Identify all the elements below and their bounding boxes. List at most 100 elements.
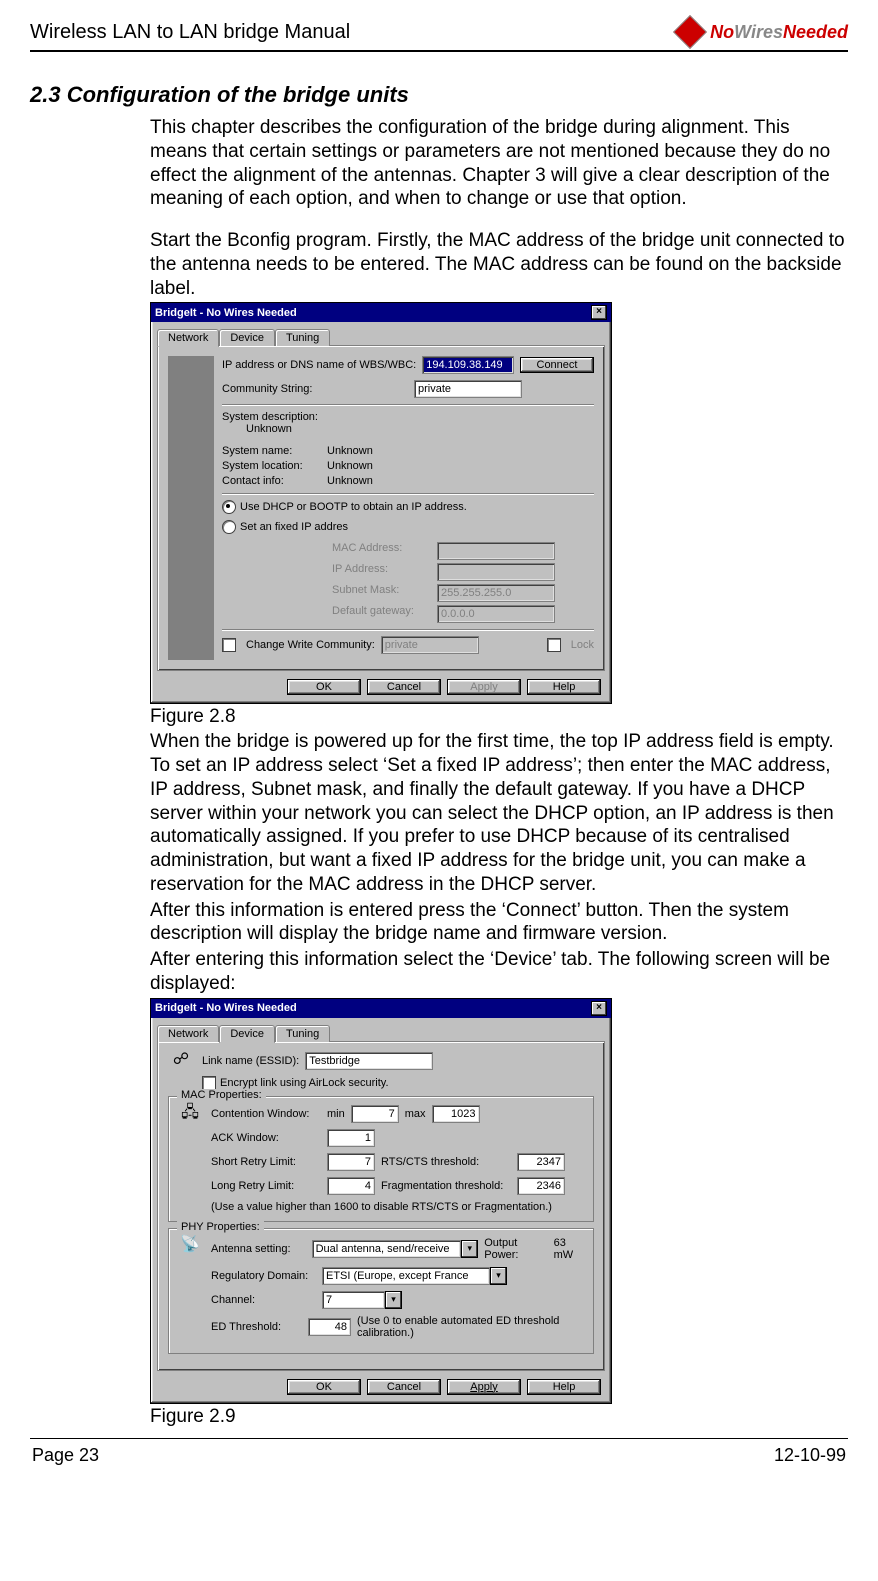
section-heading: 2.3 Configuration of the bridge units [30,82,848,108]
apply-button[interactable]: Apply [447,679,521,695]
community-field[interactable]: private [414,380,522,398]
tab-network-2[interactable]: Network [157,1025,219,1042]
check-writecommunity[interactable] [222,638,236,652]
close-icon[interactable]: × [591,305,607,320]
ed-note: (Use 0 to enable automated ED threshold … [357,1315,585,1339]
mac-field [437,542,555,560]
cw-max-field[interactable]: 1023 [432,1105,480,1123]
cw-min-field[interactable]: 7 [351,1105,399,1123]
logo-diamond-icon [673,15,707,49]
rts-field[interactable]: 2347 [517,1153,565,1171]
help-button[interactable]: Help [527,679,601,695]
frag-label: Fragmentation threshold: [381,1180,511,1192]
mac-label: MAC Address: [332,542,427,560]
frag-field[interactable]: 2346 [517,1177,565,1195]
ed-label: ED Threshold: [211,1321,302,1333]
apply-button-2[interactable]: Apply [447,1379,521,1395]
ip-dns-field[interactable]: 194.109.38.149 [422,356,514,374]
antenna-value: Dual antenna, send/receive diversity. [312,1240,462,1258]
channel-value: 7 [322,1291,385,1309]
chevron-down-icon[interactable]: ▾ [461,1240,478,1258]
community-label: Community String: [222,383,408,395]
ipaddr-label: IP Address: [332,563,427,581]
window-title-2: BridgeIt - No Wires Needed [155,1002,297,1014]
top-rule [30,50,848,52]
tab-tuning-2[interactable]: Tuning [275,1025,330,1042]
writecommunity-label: Change Write Community: [246,639,375,651]
essid-field[interactable]: Testbridge [305,1052,433,1070]
help-button-2[interactable]: Help [527,1379,601,1395]
doc-title: Wireless LAN to LAN bridge Manual [30,21,350,44]
channel-dropdown[interactable]: 7▾ [322,1291,402,1309]
writecommunity-field: private [381,636,479,654]
radio-dhcp-label: Use DHCP or BOOTP to obtain an IP addres… [240,501,467,513]
cancel-button[interactable]: Cancel [367,679,441,695]
antenna-label: Antenna setting: [211,1243,306,1255]
logo-no: No [710,22,734,42]
tab-device-2[interactable]: Device [219,1025,275,1043]
ed-field[interactable]: 48 [308,1318,351,1336]
sysloc-value: Unknown [327,460,373,472]
radio-fixed[interactable] [222,520,236,534]
link-icon: ☍ [168,1052,194,1068]
bottom-rule [30,1438,848,1439]
channel-label: Channel: [211,1294,316,1306]
page-number: Page 23 [32,1445,99,1466]
ack-label: ACK Window: [211,1132,321,1144]
radio-fixed-label: Set an fixed IP addres [240,521,348,533]
para-1: This chapter describes the configuration… [150,116,848,211]
antenna-dropdown[interactable]: Dual antenna, send/receive diversity.▾ [312,1240,479,1258]
gateway-label: Default gateway: [332,605,427,623]
ok-button-2[interactable]: OK [287,1379,361,1395]
ack-field[interactable]: 1 [327,1129,375,1147]
para-4: After this information is entered press … [150,899,848,947]
logo-needed: Needed [783,22,848,42]
ip-dns-label: IP address or DNS name of WBS/WBC: [222,359,416,371]
cancel-button-2[interactable]: Cancel [367,1379,441,1395]
connect-button[interactable]: Connect [520,357,594,373]
subnet-field: 255.255.255.0 [437,584,555,602]
sysloc-label: System location: [222,460,317,472]
window-title: BridgeIt - No Wires Needed [155,307,297,319]
regdomain-label: Regulatory Domain: [211,1270,316,1282]
essid-label: Link name (ESSID): [202,1055,299,1067]
mac-icon: 🖧 [177,1105,203,1213]
ok-button[interactable]: OK [287,679,361,695]
sysdesc-label: System description: [222,411,594,423]
para-5: After entering this information select t… [150,948,848,996]
dialog-device: BridgeIt - No Wires Needed × Network Dev… [150,998,612,1404]
ipaddr-field [437,563,555,581]
subnet-label: Subnet Mask: [332,584,427,602]
radio-dhcp[interactable] [222,500,236,514]
chevron-down-icon[interactable]: ▾ [385,1291,402,1309]
tab-network[interactable]: Network [157,329,219,347]
figure-2-9-caption: Figure 2.9 [150,1406,848,1428]
contact-label: Contact info: [222,475,317,487]
encrypt-label: Encrypt link using AirLock security. [220,1076,389,1088]
close-icon-2[interactable]: × [591,1001,607,1016]
check-lock[interactable] [547,638,561,652]
chevron-down-icon[interactable]: ▾ [490,1267,507,1285]
para-3: When the bridge is powered up for the fi… [150,730,848,896]
figure-2-8-caption: Figure 2.8 [150,706,848,728]
rts-label: RTS/CTS threshold: [381,1156,511,1168]
tab-tuning[interactable]: Tuning [275,329,330,346]
para-2: Start the Bconfig program. Firstly, the … [150,229,848,300]
sysname-label: System name: [222,445,317,457]
srl-field[interactable]: 7 [327,1153,375,1171]
logo-wires: Wires [734,22,783,42]
cw-min-label: min [327,1108,345,1120]
contact-value: Unknown [327,475,373,487]
dialog-network: BridgeIt - No Wires Needed × Network Dev… [150,302,612,704]
gateway-field: 0.0.0.0 [437,605,555,623]
phy-properties-group: PHY Properties: 📡 Antenna setting: Dual … [168,1228,594,1354]
cw-max-label: max [405,1108,426,1120]
output-power-label: Output Power: [484,1237,547,1261]
logo: NoWiresNeeded [678,20,848,44]
tab-device[interactable]: Device [219,329,275,346]
lrl-field[interactable]: 4 [327,1177,375,1195]
sysdesc-value: Unknown [246,423,594,435]
regdomain-dropdown[interactable]: ETSI (Europe, except France and Spa▾ [322,1267,507,1285]
output-power-value: 63 mW [554,1237,585,1261]
check-encrypt[interactable] [202,1076,216,1090]
